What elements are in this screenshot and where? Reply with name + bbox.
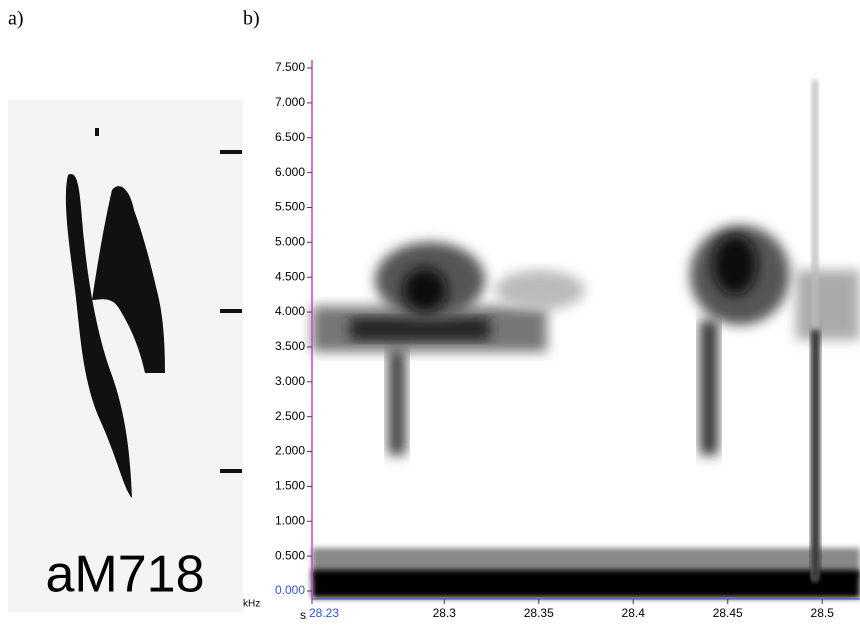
y-tick-label: 7.000 (275, 95, 305, 109)
y-tick-label: 4.000 (275, 304, 305, 318)
y-tick-label: 0.000 (275, 583, 305, 597)
y-tick-label: 6.000 (275, 165, 305, 179)
sonogram-image: aM718 (8, 100, 243, 612)
y-tick-label: 7.500 (275, 60, 305, 74)
y-tick-label: 5.500 (275, 200, 305, 214)
x-unit: s (300, 608, 306, 621)
y-tick-label: 5.000 (275, 235, 305, 249)
y-tick-label: 3.500 (275, 339, 305, 353)
y-tick-label: 2.000 (275, 444, 305, 458)
y-tick-label: 3.000 (275, 374, 305, 388)
x-tick-label: 28.35 (524, 606, 554, 620)
y-tick-label: 6.500 (275, 130, 305, 144)
y-tick-label: 4.500 (275, 269, 305, 283)
panel-label: b) (243, 8, 260, 30)
spectrogram-image (312, 80, 860, 598)
x-tick-label: 28.23 (309, 606, 339, 620)
y-tick-label: 2.500 (275, 409, 305, 423)
x-tick-label: 28.45 (713, 606, 743, 620)
y-unit: kHz (243, 599, 260, 610)
specimen-label: aM718 (46, 546, 205, 604)
x-tick-label: 28.5 (811, 606, 835, 620)
y-tick-label: 1.500 (275, 479, 305, 493)
x-tick-label: 28.4 (622, 606, 646, 620)
x-tick-label: 28.3 (433, 606, 457, 620)
y-tick-label: 0.500 (275, 548, 305, 562)
panel-label: a) (8, 8, 24, 30)
y-tick-label: 1.000 (275, 513, 305, 527)
